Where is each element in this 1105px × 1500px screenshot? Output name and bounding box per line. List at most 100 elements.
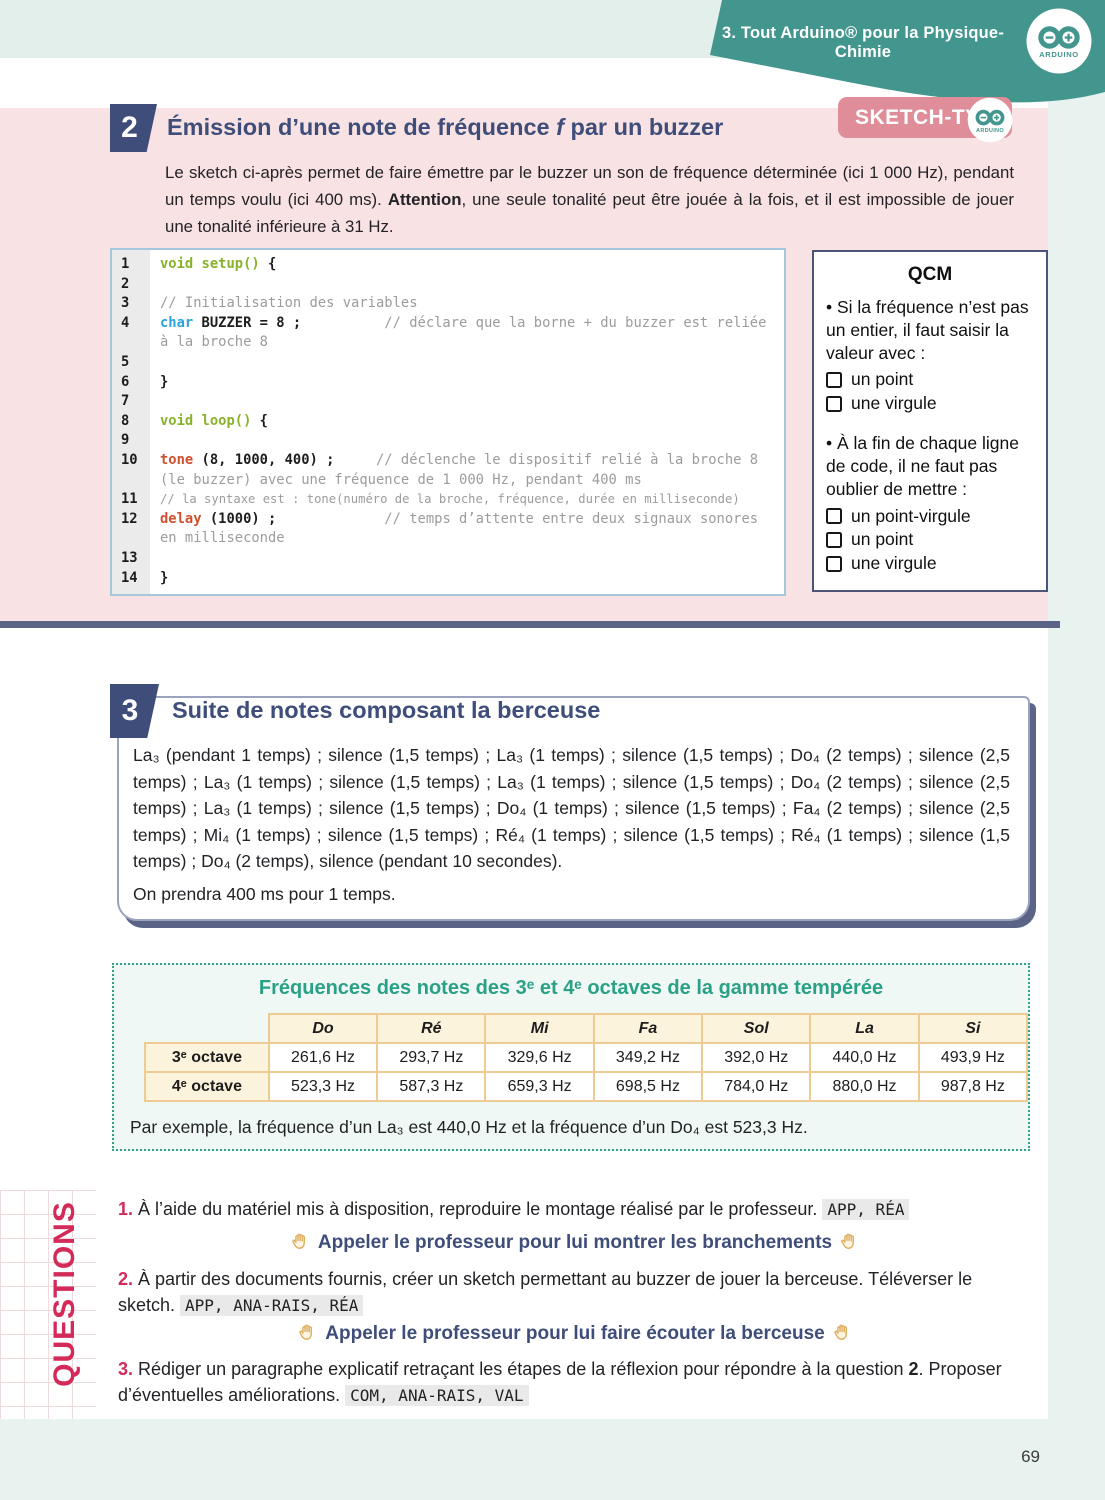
frequency-cell: 349,2 Hz xyxy=(592,1042,704,1073)
question-3: 3. Rédiger un paragraphe explicatif retr… xyxy=(118,1356,1032,1408)
frequency-cell: 392,0 Hz xyxy=(701,1042,812,1073)
question-2-text: À partir des documents fournis, créer un… xyxy=(118,1269,973,1316)
section-2-title-text2: par un buzzer xyxy=(563,114,724,140)
frequency-panel-title: Fréquences des notes des 3ᵉ et 4ᵉ octave… xyxy=(258,977,884,999)
line-number: 11 xyxy=(121,491,138,508)
code-line: 11 // la syntaxe est : tone(numéro de la … xyxy=(112,490,784,510)
qcm-option: une virgule xyxy=(826,392,1034,416)
code-gutter xyxy=(112,250,150,594)
code-line: 14} xyxy=(112,569,784,589)
chapter-banner xyxy=(710,0,1105,103)
frequency-cell: 587,3 Hz xyxy=(376,1071,487,1102)
note-column-header: Mi xyxy=(484,1013,595,1044)
code-line: 12 delay (1000) ; // temps d’attente entr… xyxy=(112,510,784,549)
question-3-ref: 2 xyxy=(908,1359,919,1379)
question-3-text: Rédiger un paragraphe explicatif retraça… xyxy=(138,1359,909,1379)
sketch-type-badge: SKETCH-TYPE ARDUINO xyxy=(838,97,1013,143)
section-2-title-symbol: f xyxy=(556,114,564,140)
raised-hand-icon xyxy=(292,1233,305,1249)
qcm-option-label: un point-virgule xyxy=(851,505,971,526)
line-number: 14 xyxy=(121,569,138,586)
code-line: 4 char BUZZER = 8 ; // déclare que la bor… xyxy=(112,314,784,353)
code-line: 7 xyxy=(112,392,784,412)
chapter-title: 3. Tout Arduino® pour la Physique-Chimie xyxy=(721,24,1005,61)
line-number: 12 xyxy=(121,510,138,527)
section-2-title: Émission d’une note de fréquence f par u… xyxy=(167,114,723,141)
line-number: 7 xyxy=(121,393,130,410)
intro-text: Le sketch ci-après permet de faire émett… xyxy=(165,163,1014,210)
footer-background xyxy=(0,1419,1105,1500)
code-text: void setup() { xyxy=(160,256,277,272)
qcm-box: QCM • Si la fréquence n’est pas un entie… xyxy=(812,250,1048,592)
code-text: tone (8, 1000, 400) ; // déclenche le di… xyxy=(160,451,767,488)
code-text: void loop() { xyxy=(160,412,268,429)
frequency-table: Do Ré Mi Fa Sol La Si 3ᵉ octave 261,6 Hz 293,7 Hz… xyxy=(144,1013,1029,1102)
question-1-text: À l’aide du matériel mis à disposition, … xyxy=(138,1199,823,1219)
code-text: // Initialisation des variables xyxy=(160,295,418,312)
frequency-cell: 523,3 Hz xyxy=(267,1071,379,1102)
frequency-cell: 784,0 Hz xyxy=(701,1071,812,1102)
line-number: 2 xyxy=(121,275,130,292)
octave-row: 4ᵉ octave 523,3 Hz 587,3 Hz 659,3 Hz 698,5 H… xyxy=(144,1071,1029,1102)
octave-row-label: 3ᵉ octave xyxy=(144,1042,270,1073)
code-line: 13 xyxy=(112,549,784,569)
qcm-option: un point xyxy=(826,368,1034,392)
question-3-skills-tag: COM, ANA-RAIS, VAL xyxy=(345,1385,529,1407)
grid-paper xyxy=(0,1190,96,1419)
qcm-option: un point-virgule xyxy=(826,505,1034,529)
line-number: 10 xyxy=(121,451,138,468)
qcm-options-2: un point-virgule un point une virgule xyxy=(826,505,1034,577)
berceuse-note: On prendra 400 ms pour 1 temps. xyxy=(133,883,396,904)
checkbox[interactable] xyxy=(826,508,842,525)
note-column-header: Sol xyxy=(701,1013,812,1044)
berceuse-sequence: La₃ (pendant 1 temps) ; silence (1,5 tem… xyxy=(133,745,1010,872)
note-column-header: Do xyxy=(267,1013,379,1044)
question-2-skills-tag: APP, ANA-RAIS, RÉA xyxy=(180,1295,364,1317)
line-number: 8 xyxy=(121,412,130,429)
raised-hand-icon xyxy=(299,1324,313,1340)
frequency-caption: Par exemple, la fréquence d’un La₃ est 4… xyxy=(130,1117,808,1137)
code-line: 9 xyxy=(112,431,784,451)
line-number: 3 xyxy=(121,295,130,312)
code-text xyxy=(150,275,784,295)
arduino-logo: ARDUINO xyxy=(1026,8,1092,74)
code-line: 3 // Initialisation des variables xyxy=(112,294,784,314)
teacher-callout-1-text: Appeler le professeur pour lui montrer l… xyxy=(317,1232,833,1253)
intro-attention: Attention xyxy=(387,190,462,210)
teacher-callout-1: Appeler le professeur pour lui montrer l… xyxy=(118,1231,1032,1254)
code-text: } xyxy=(160,373,169,390)
question-1-number: 1. xyxy=(118,1199,134,1219)
line-number: 13 xyxy=(121,549,138,566)
code-text: char BUZZER = 8 ; // déclare que la born… xyxy=(160,314,775,351)
code-line: 2 xyxy=(112,275,784,295)
line-number: 9 xyxy=(121,432,130,449)
raised-hand-icon xyxy=(834,1324,847,1340)
code-line: 8 void loop() { xyxy=(112,412,784,432)
checkbox[interactable] xyxy=(826,372,842,389)
arduino-logo-text: ARDUINO xyxy=(1039,50,1079,59)
questions-label: QUESTIONS xyxy=(48,1201,81,1387)
right-margin-strip xyxy=(1048,88,1105,1500)
note-column-header: Ré xyxy=(376,1013,487,1044)
line-number: 4 xyxy=(121,314,130,331)
qcm-option-label: une virgule xyxy=(851,393,937,414)
checkbox[interactable] xyxy=(826,532,842,549)
section-3-card: La₃ (pendant 1 temps) ; silence (1,5 tem… xyxy=(117,696,1030,921)
checkbox[interactable] xyxy=(826,396,842,413)
note-column-header: Si xyxy=(917,1013,1029,1044)
line-number: 6 xyxy=(121,373,130,390)
frequency-cell: 880,0 Hz xyxy=(809,1071,920,1102)
raised-hand-icon xyxy=(841,1233,855,1249)
arduino-logo-small-text: ARDUINO xyxy=(976,128,1004,134)
checkbox[interactable] xyxy=(826,556,842,573)
teacher-callout-2: Appeler le professeur pour lui faire éco… xyxy=(118,1322,1032,1345)
section-3-title: Suite de notes composant la berceuse xyxy=(172,697,601,723)
note-column-header: La xyxy=(809,1013,920,1044)
question-3-text2: . Proposer d’éventuelles améliorations. xyxy=(118,1359,1002,1406)
code-line: 10 tone (8, 1000, 400) ; // déclenche le … xyxy=(112,451,784,490)
frequency-cell: 493,9 Hz xyxy=(917,1042,1029,1073)
frequency-cell: 329,6 Hz xyxy=(484,1042,595,1073)
code-text xyxy=(150,353,784,373)
page-number: 69 xyxy=(1021,1447,1040,1466)
code-line: 5 xyxy=(112,353,784,373)
